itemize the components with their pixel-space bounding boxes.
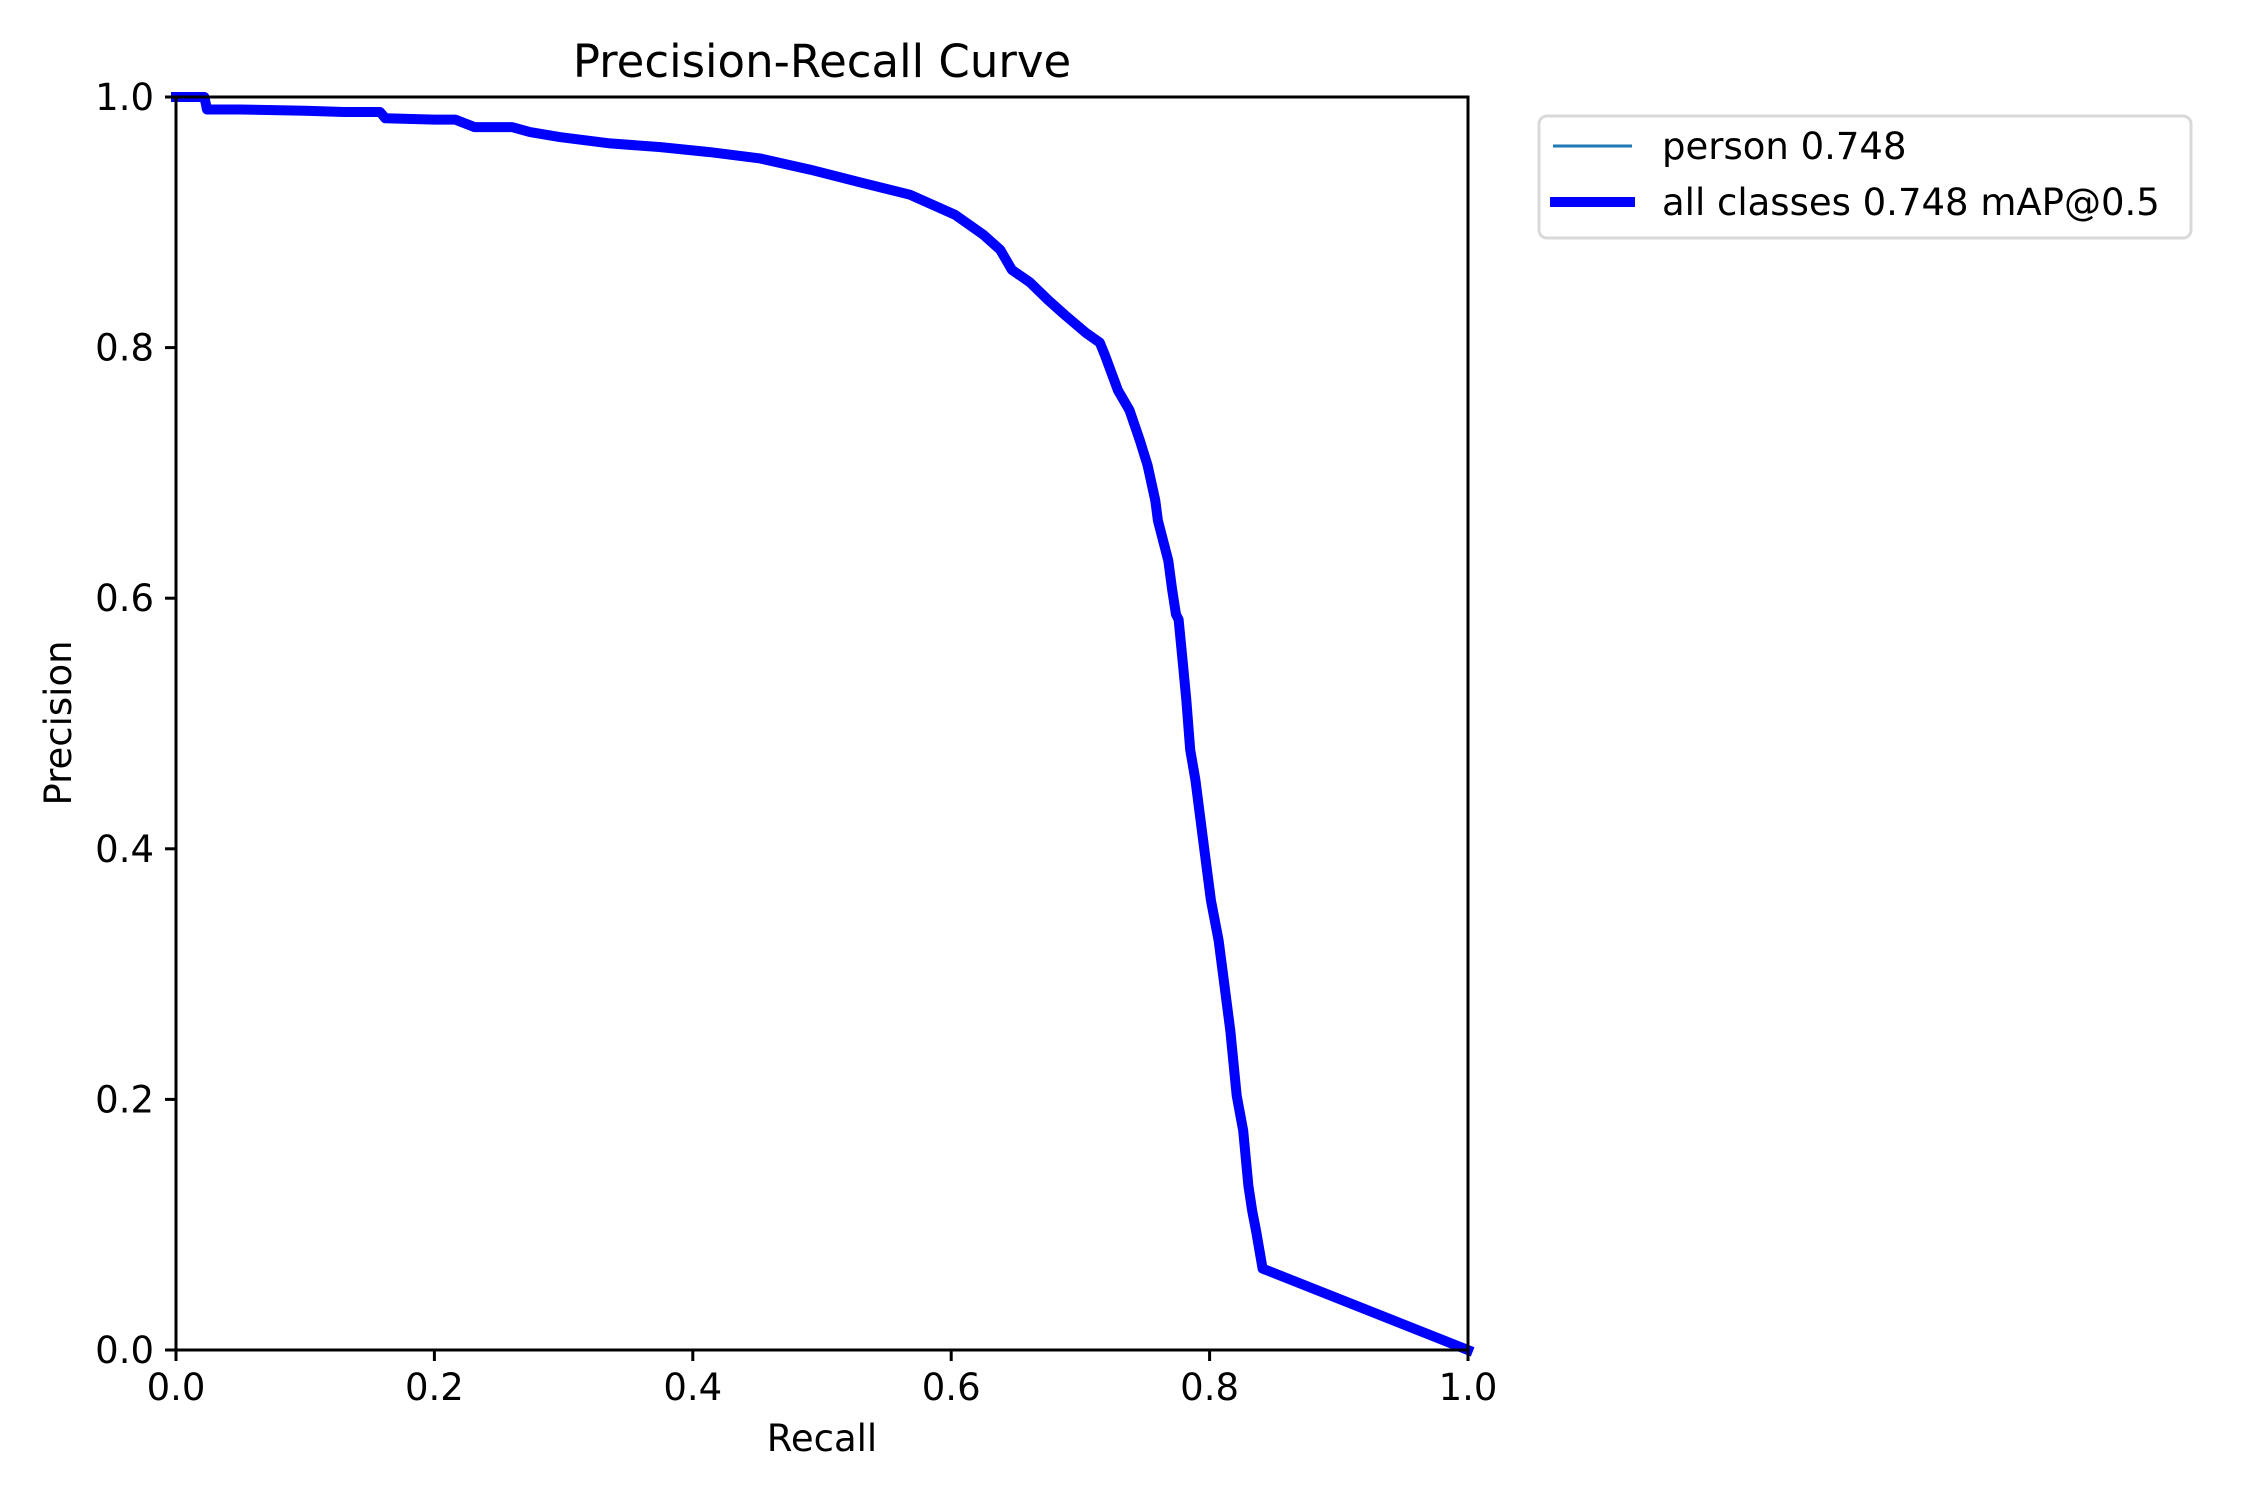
series-line-1 xyxy=(171,92,1475,1357)
y-axis-label: Precision xyxy=(37,640,80,805)
y-tick-label: 0.0 xyxy=(95,1329,154,1372)
x-axis-label: Recall xyxy=(767,1417,877,1460)
axes-frame xyxy=(174,95,1470,1352)
y-tick-label: 1.0 xyxy=(95,76,154,119)
x-tick-label: 0.8 xyxy=(1180,1366,1239,1409)
plot-area: 0.0 0.2 0.4 0.6 0.8 1.0 0.0 0.2 0.4 0.6 0.8 1.0 xyxy=(95,76,1497,1409)
x-tick-label: 1.0 xyxy=(1439,1366,1498,1409)
x-tick-label: 0.2 xyxy=(405,1366,464,1409)
legend-label-person: person 0.748 xyxy=(1662,125,1907,168)
y-tick-label: 0.4 xyxy=(95,828,154,871)
y-tick-label: 0.8 xyxy=(95,327,154,370)
legend-label-all-classes: all classes 0.748 mAP@0.5 xyxy=(1662,181,2160,224)
y-tick-label: 0.2 xyxy=(95,1078,154,1121)
x-tick-label: 0.4 xyxy=(663,1366,722,1409)
series-layer xyxy=(171,92,1475,1357)
x-axis-ticks: 0.0 0.2 0.4 0.6 0.8 1.0 xyxy=(147,1350,1498,1409)
legend-box xyxy=(1537,114,2193,240)
y-axis-ticks: 0.0 0.2 0.4 0.6 0.8 1.0 xyxy=(95,76,176,1372)
axes-background xyxy=(176,97,1468,1350)
y-tick-label: 0.6 xyxy=(95,577,154,620)
x-tick-label: 0.6 xyxy=(922,1366,981,1409)
chart-title: Precision-Recall Curve xyxy=(573,35,1071,88)
legend: person 0.748 all classes 0.748 mAP@0.5 xyxy=(1537,114,2193,240)
x-tick-label: 0.0 xyxy=(147,1366,206,1409)
